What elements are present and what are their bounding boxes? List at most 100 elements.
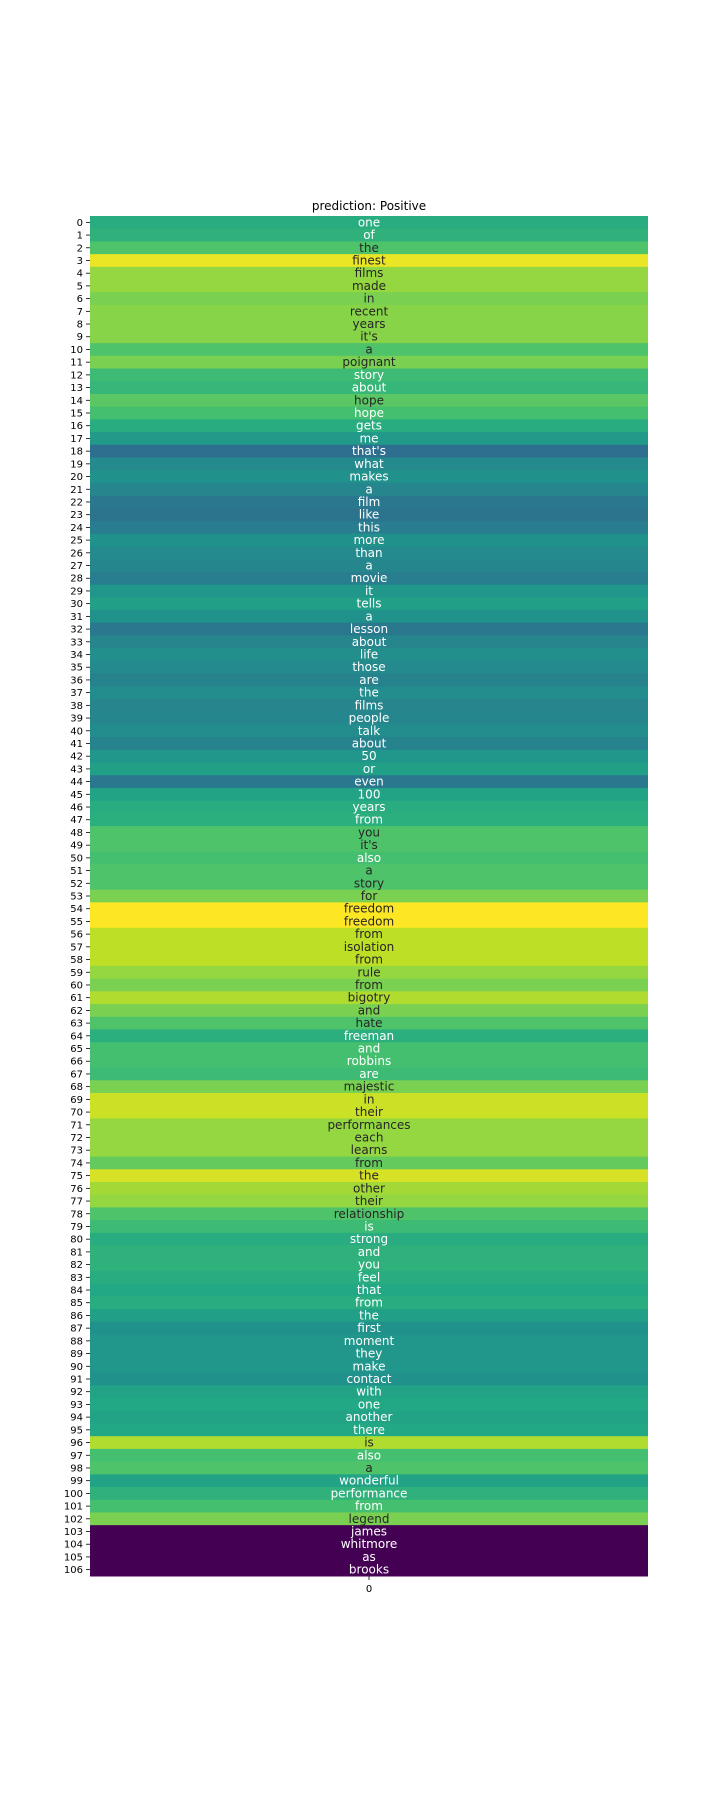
heatmap-cell bbox=[90, 1232, 648, 1247]
heatmap-cell bbox=[90, 1270, 648, 1285]
y-tick-label: 19 bbox=[70, 459, 83, 470]
y-tick-label: 25 bbox=[70, 536, 83, 547]
heatmap-cell bbox=[90, 978, 648, 992]
heatmap-cell bbox=[90, 559, 648, 573]
token-label: first bbox=[357, 1321, 381, 1335]
y-tick-label: 33 bbox=[70, 637, 83, 648]
token-label: those bbox=[352, 660, 385, 674]
heatmap-cell bbox=[90, 648, 648, 662]
y-tick-label: 55 bbox=[70, 917, 83, 928]
token-label: about bbox=[352, 736, 387, 750]
token-label: is bbox=[364, 1219, 374, 1233]
y-tick-label: 73 bbox=[70, 1146, 83, 1157]
token-label: life bbox=[360, 648, 378, 662]
y-tick-label: 105 bbox=[64, 1552, 83, 1563]
token-label: contact bbox=[347, 1372, 392, 1386]
heatmap-cell bbox=[90, 1067, 648, 1081]
token-label: talk bbox=[358, 724, 380, 738]
heatmap-cell bbox=[90, 1042, 648, 1056]
y-tick-label: 79 bbox=[70, 1222, 83, 1233]
token-label: a bbox=[365, 559, 372, 573]
heatmap-cell bbox=[90, 1016, 648, 1030]
heatmap-cell bbox=[90, 216, 648, 230]
token-label: like bbox=[359, 508, 380, 522]
heatmap-cell bbox=[90, 1410, 648, 1424]
heatmap-cell bbox=[90, 317, 648, 331]
token-label: strong bbox=[350, 1232, 388, 1246]
y-tick-label: 101 bbox=[64, 1502, 83, 1513]
chart-title: prediction: Positive bbox=[312, 199, 426, 213]
token-label: from bbox=[355, 1499, 383, 1513]
token-label: from bbox=[355, 927, 383, 941]
heatmap-cell bbox=[90, 991, 648, 1005]
token-label: a bbox=[365, 482, 372, 496]
y-tick-label: 45 bbox=[70, 790, 83, 801]
token-label: majestic bbox=[344, 1080, 395, 1094]
token-label: their bbox=[355, 1194, 383, 1208]
token-label: bigotry bbox=[348, 991, 391, 1005]
y-tick-label: 20 bbox=[70, 472, 83, 483]
token-label: performance bbox=[331, 1486, 408, 1500]
heatmap-cell bbox=[90, 1474, 648, 1488]
heatmap-cell bbox=[90, 711, 648, 725]
heatmap-cell bbox=[90, 228, 648, 242]
heatmap-cell bbox=[90, 1220, 648, 1234]
y-tick-label: 85 bbox=[70, 1298, 83, 1309]
token-label: makes bbox=[349, 470, 388, 484]
token-label: it's bbox=[360, 838, 378, 852]
token-label: films bbox=[355, 266, 384, 280]
token-label: one bbox=[358, 1397, 380, 1411]
token-label: freedom bbox=[344, 902, 394, 916]
token-label: years bbox=[352, 317, 385, 331]
heatmap-cell bbox=[90, 381, 648, 395]
token-label: for bbox=[361, 889, 378, 903]
y-tick-label: 18 bbox=[70, 447, 83, 458]
heatmap-cell bbox=[90, 1181, 648, 1196]
heatmap-cell bbox=[90, 1309, 648, 1323]
heatmap-cell bbox=[90, 1550, 648, 1564]
heatmap-cell bbox=[90, 495, 648, 509]
heatmap-cell bbox=[90, 368, 648, 382]
heatmap-cell bbox=[90, 1143, 648, 1158]
token-label: gets bbox=[356, 419, 382, 433]
heatmap-cell bbox=[90, 762, 648, 776]
heatmap-cell bbox=[90, 597, 648, 611]
heatmap-cell bbox=[90, 1512, 648, 1526]
token-label: robbins bbox=[347, 1054, 391, 1068]
token-label: their bbox=[355, 1105, 383, 1119]
heatmap-cell bbox=[90, 1499, 648, 1513]
y-tick-label: 61 bbox=[70, 993, 83, 1004]
token-labels: oneofthefinestfilmsmadeinrecentyearsit's… bbox=[327, 215, 410, 1576]
y-tick-label: 44 bbox=[70, 777, 83, 788]
y-tick-label: 4 bbox=[77, 269, 83, 280]
token-label: also bbox=[357, 1448, 381, 1462]
heatmap-cell bbox=[90, 571, 648, 586]
token-label: 50 bbox=[361, 749, 376, 763]
token-label: and bbox=[358, 1245, 381, 1259]
heatmap-cell bbox=[90, 482, 648, 497]
heatmap-cell bbox=[90, 1004, 648, 1018]
token-label: hate bbox=[355, 1016, 382, 1030]
y-tick-label: 103 bbox=[64, 1527, 83, 1538]
token-label: are bbox=[359, 1067, 378, 1081]
heatmap-cell bbox=[90, 393, 648, 408]
token-label: people bbox=[349, 711, 390, 725]
token-label: tells bbox=[356, 597, 381, 611]
heatmap-cell bbox=[90, 470, 648, 484]
token-label: lesson bbox=[350, 622, 388, 636]
token-label: even bbox=[354, 775, 383, 789]
x-axis-ticks: 0 bbox=[366, 1576, 372, 1595]
y-tick-label: 34 bbox=[70, 650, 83, 661]
token-label: years bbox=[352, 800, 385, 814]
y-tick-label: 95 bbox=[70, 1425, 83, 1436]
heatmap-cell bbox=[90, 1029, 648, 1043]
heatmap-cell bbox=[90, 622, 648, 636]
heatmap-cell bbox=[90, 1436, 648, 1450]
y-tick-label: 82 bbox=[70, 1260, 83, 1271]
token-label: made bbox=[352, 279, 386, 293]
y-tick-label: 1 bbox=[77, 231, 83, 242]
heatmap-cell bbox=[90, 1118, 648, 1132]
token-label: one bbox=[358, 215, 380, 229]
y-tick-label: 6 bbox=[77, 294, 83, 305]
y-tick-label: 84 bbox=[70, 1286, 83, 1297]
